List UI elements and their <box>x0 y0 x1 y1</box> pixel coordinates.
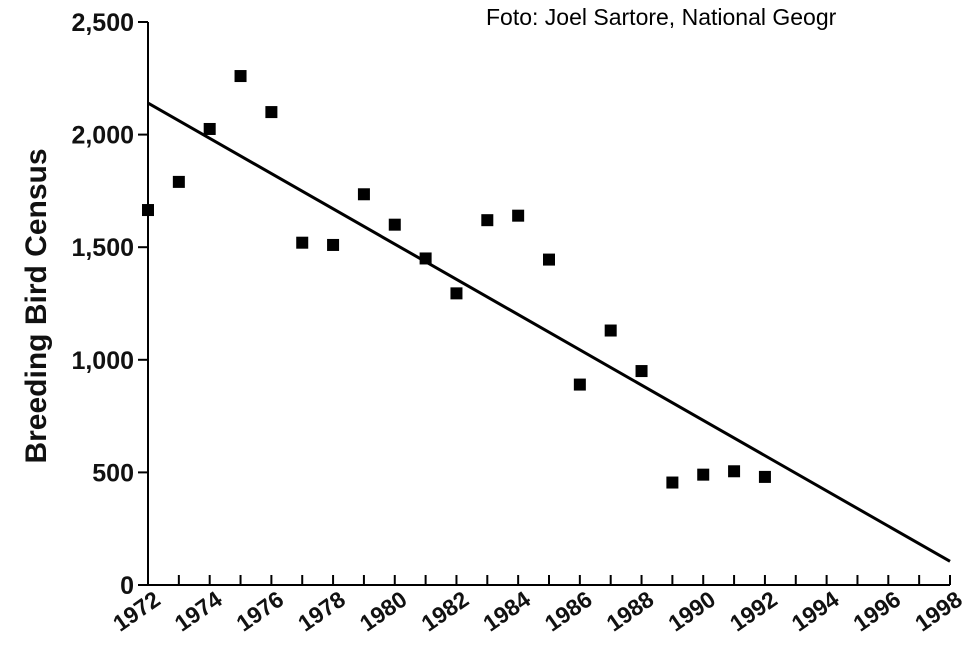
x-tick-label: 1978 <box>293 586 350 637</box>
y-tick-label: 1,500 <box>71 234 134 262</box>
data-point <box>419 252 432 265</box>
x-tick-label: 1988 <box>602 586 659 637</box>
data-point <box>203 122 216 135</box>
y-axis-label: Breeding Bird Census <box>20 148 53 463</box>
trend-line <box>147 101 951 563</box>
data-point <box>172 175 185 188</box>
y-tick-label: 2,500 <box>71 9 134 37</box>
data-point <box>635 365 648 378</box>
data-point <box>758 470 771 483</box>
data-point <box>697 468 710 481</box>
data-point <box>296 236 309 249</box>
y-ticks: 0 500 1,000 1,500 2,000 2,500 <box>71 9 148 600</box>
x-tick-label: 1992 <box>725 586 782 637</box>
data-points <box>142 70 771 489</box>
x-tick-label: 1996 <box>848 586 905 637</box>
x-tick-label: 1974 <box>170 586 227 637</box>
x-tick-label: 1990 <box>663 586 720 637</box>
x-tick-label: 1980 <box>355 586 412 637</box>
data-point <box>234 70 247 83</box>
data-point <box>327 238 340 251</box>
x-tick-label: 1972 <box>108 586 165 637</box>
y-tick-label: 2,000 <box>71 122 134 150</box>
y-tick-label: 500 <box>92 459 134 487</box>
data-point <box>450 287 463 300</box>
data-point <box>142 204 154 217</box>
data-point <box>512 209 525 222</box>
y-tick-label: 1,000 <box>71 347 134 375</box>
photo-credit: Foto: Joel Sartore, National Geogr <box>486 4 837 30</box>
y-tick-label: 0 <box>120 572 134 600</box>
data-point <box>573 378 586 391</box>
x-tick-label: 1998 <box>910 586 967 637</box>
data-point <box>388 218 401 231</box>
x-tick-label: 1994 <box>787 586 844 637</box>
data-point <box>357 188 370 201</box>
data-point <box>481 214 494 227</box>
x-tick-label: 1982 <box>416 586 473 637</box>
x-tick-label: 1986 <box>540 586 597 637</box>
data-point <box>666 476 679 489</box>
data-point <box>265 106 278 119</box>
x-tick-label: 1976 <box>231 586 288 637</box>
x-tick-label: 1984 <box>478 586 535 637</box>
data-point <box>543 253 555 266</box>
data-point <box>728 465 741 478</box>
data-point <box>604 324 617 337</box>
